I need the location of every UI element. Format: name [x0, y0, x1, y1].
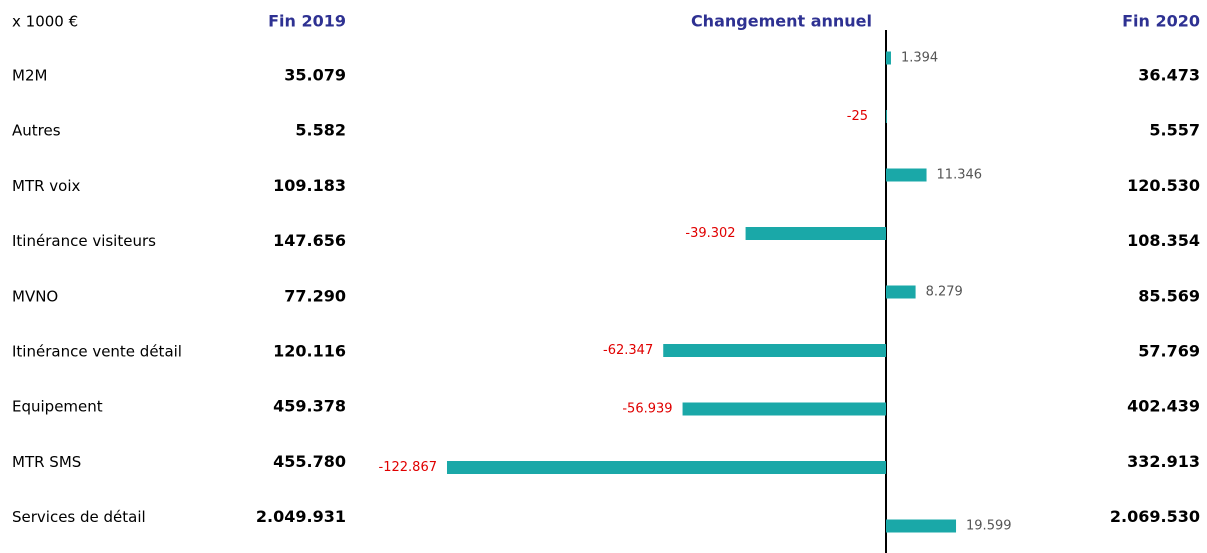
- column-header: Fin 2020: [1122, 12, 1200, 31]
- category-label: Services de détail: [12, 508, 146, 526]
- value-label: -56.939: [622, 402, 672, 417]
- start-value: 109.183: [273, 176, 346, 195]
- start-value: 35.079: [284, 66, 346, 85]
- category-label: MVNO: [12, 287, 58, 305]
- end-value: 108.354: [1127, 231, 1200, 250]
- end-value: 332.913: [1127, 452, 1200, 471]
- start-value: 120.116: [273, 342, 346, 361]
- value-label: 8.279: [926, 285, 963, 300]
- bar: [886, 51, 891, 65]
- bar: [886, 285, 916, 299]
- bar: [745, 227, 886, 240]
- end-value: 85.569: [1138, 286, 1200, 305]
- bar: [682, 402, 886, 416]
- category-label: Itinérance vente détail: [12, 343, 182, 361]
- start-value: 459.378: [273, 397, 346, 416]
- start-value: 147.656: [273, 231, 346, 250]
- bar: [663, 344, 886, 357]
- end-value: 2.069.530: [1110, 507, 1200, 526]
- end-value: 402.439: [1127, 397, 1200, 416]
- bar: [886, 519, 957, 533]
- category-label: Autres: [12, 122, 61, 140]
- category-label: MTR voix: [12, 177, 81, 195]
- value-label: 19.599: [966, 519, 1012, 534]
- start-value: 2.049.931: [256, 507, 346, 526]
- column-header: Fin 2019: [268, 12, 346, 31]
- start-value: 5.582: [295, 121, 346, 140]
- bar: [885, 110, 887, 123]
- start-value: 455.780: [273, 452, 346, 471]
- value-label: -25: [847, 109, 868, 124]
- value-label: 11.346: [937, 168, 983, 183]
- end-value: 5.557: [1149, 121, 1200, 140]
- value-label: -122.867: [379, 460, 437, 475]
- category-label: MTR SMS: [12, 453, 81, 471]
- bar: [886, 168, 927, 182]
- end-value: 57.769: [1138, 342, 1200, 361]
- start-value: 77.290: [284, 286, 346, 305]
- category-label: M2M: [12, 67, 47, 85]
- unit-label: x 1000 €: [12, 13, 78, 31]
- value-label: -62.347: [603, 343, 653, 358]
- category-label: Itinérance visiteurs: [12, 232, 156, 250]
- column-header: Changement annuel: [691, 12, 872, 31]
- end-value: 120.530: [1127, 176, 1200, 195]
- value-label: 1.394: [901, 51, 938, 66]
- bar: [446, 461, 886, 474]
- value-label: -39.302: [685, 226, 735, 241]
- category-label: Equipement: [12, 398, 103, 416]
- end-value: 36.473: [1138, 66, 1200, 85]
